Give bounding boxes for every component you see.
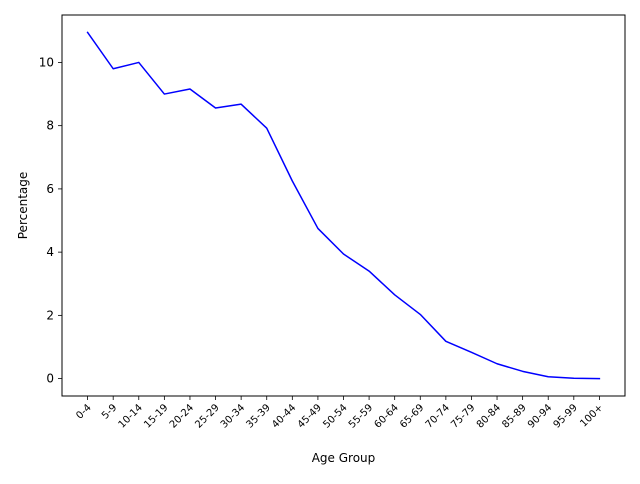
y-tick-label: 2 xyxy=(46,308,54,322)
y-tick-label: 6 xyxy=(46,182,54,196)
y-tick-label: 8 xyxy=(46,119,54,133)
series-line-0 xyxy=(86,31,601,380)
x-axis-label: Age Group xyxy=(312,451,376,465)
y-tick-label: 0 xyxy=(46,372,54,386)
y-axis-label: Percentage xyxy=(16,172,30,240)
y-tick-label: 4 xyxy=(46,245,54,259)
y-tick-label: 10 xyxy=(39,55,54,69)
